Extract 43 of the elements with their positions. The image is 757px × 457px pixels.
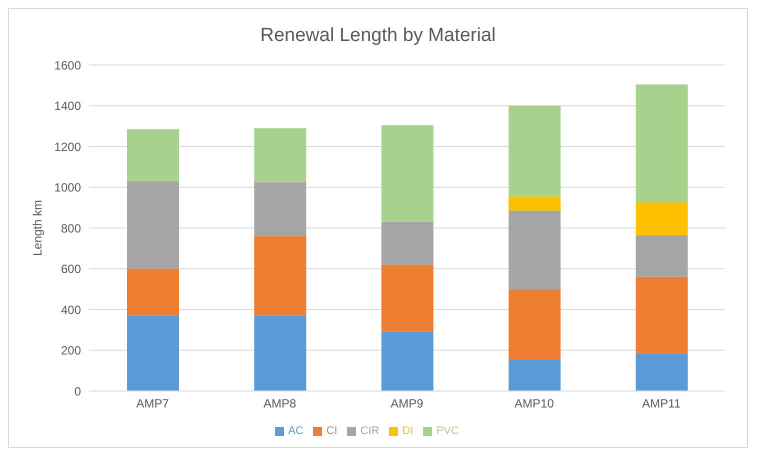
y-tick-label: 1200 [54,140,82,154]
bar [381,222,434,265]
bar [636,235,688,277]
bar [508,289,561,360]
legend-label: DI [402,425,414,437]
y-tick-label: 0 [74,384,82,398]
bar [636,202,688,236]
bar [254,316,306,391]
x-tick-label: AMP11 [642,396,681,411]
y-tick-label: 600 [60,262,82,276]
bar [127,129,179,182]
legend-label: CIR [360,425,380,437]
bar [127,268,179,316]
x-tick-label: AMP7 [136,396,170,411]
legend-label: AC [288,425,304,437]
bar [508,210,561,290]
bar [381,332,434,391]
bar [127,316,179,391]
bar [636,353,688,391]
bar [508,196,561,211]
legend-label: CI [326,425,338,437]
bar [254,182,306,236]
y-tick-label: 1600 [54,58,82,72]
y-tick-label: 1400 [54,99,82,114]
bar [636,84,688,203]
chart-title: Renewal Length by Material [259,25,497,48]
legend-label: PVC [436,425,459,437]
bar [381,264,434,332]
y-axis-title: Length km [30,200,44,256]
bar [254,128,306,182]
y-tick-label: 800 [60,221,82,236]
x-tick-label: AMP9 [390,396,424,411]
x-tick-label: AMP8 [263,396,296,411]
y-tick-label: 1000 [54,180,82,195]
bar [636,276,688,354]
bar [508,359,561,391]
y-tick-label: 200 [60,344,82,358]
bar [127,181,179,269]
y-tick-label: 400 [60,302,82,317]
x-tick-label: AMP10 [514,396,554,411]
bar [381,125,434,222]
bar [254,236,306,316]
bar [508,106,561,196]
